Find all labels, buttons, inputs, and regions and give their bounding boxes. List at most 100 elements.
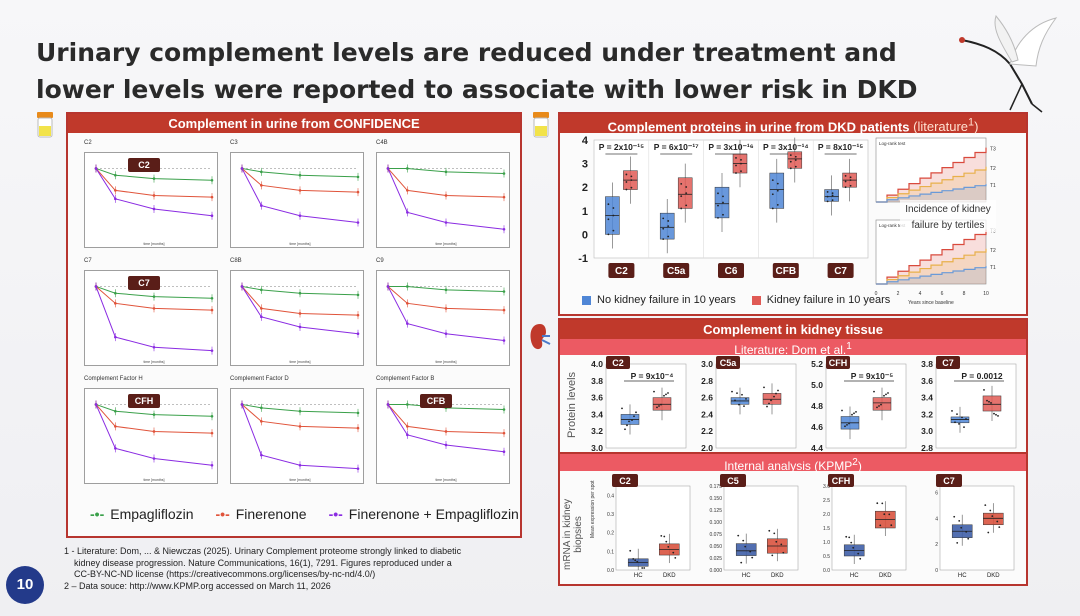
jitter-point: [607, 218, 610, 221]
series-line: [387, 286, 505, 311]
urine-boxplot: 4 3 2 1 0 -1 P = 2x10⁻¹⁵ C2 P = 6x10⁻¹⁷ C5a P = 3x…: [578, 135, 869, 278]
jitter-point: [722, 195, 724, 198]
jitter-point: [851, 413, 853, 416]
jitter-point: [768, 402, 770, 405]
y-tick-label: 3.6: [591, 393, 603, 403]
data-point: [386, 285, 390, 288]
jitter-point: [988, 400, 990, 403]
jitter-point: [634, 559, 637, 562]
jitter-point: [987, 531, 990, 534]
jitter-point: [722, 201, 724, 204]
data-point: [114, 197, 117, 201]
data-point: [298, 425, 302, 428]
data-point: [114, 447, 117, 450]
category-badge-bg: [663, 263, 690, 278]
data-point: [444, 443, 448, 447]
jitter-point: [742, 539, 745, 542]
kpmp-plot-area: [615, 485, 691, 571]
data-point: [114, 425, 117, 428]
tissue-label: C2: [612, 358, 624, 368]
data-point: [260, 170, 263, 174]
y-tick-label: 5.0: [811, 380, 823, 390]
km-x-tick: 4: [919, 291, 922, 297]
series-line: [95, 286, 213, 352]
data-point: [210, 214, 214, 218]
jitter-point: [740, 158, 742, 161]
data-point: [386, 167, 390, 170]
p-value-label: P = 3x10⁻¹⁶: [708, 142, 753, 152]
jitter-point: [749, 550, 752, 553]
y-tick-label: 0.0: [823, 568, 830, 574]
jitter-point: [744, 545, 747, 548]
km-test-label: Log-rank test: [879, 141, 906, 146]
p-value-label: P = 3x10⁻¹⁴: [763, 142, 809, 152]
jitter-point: [953, 515, 956, 518]
right-top-panel: Complement proteins in urine from DKD pa…: [558, 112, 1028, 316]
left-panel: Complement in urine from CONFIDENCE C2 ti…: [66, 112, 522, 538]
group-label: DKD: [879, 573, 892, 579]
jitter-point: [956, 541, 959, 544]
jitter-point: [954, 421, 956, 424]
data-point: [152, 345, 156, 349]
panel-badge: CFB: [420, 394, 452, 408]
jitter-point: [826, 200, 829, 203]
y-tick-label: 0.000: [709, 568, 722, 574]
y-tick-label: 2: [935, 542, 938, 548]
data-point: [210, 195, 214, 199]
jitter-point: [997, 415, 999, 417]
tertile-label: T1: [990, 183, 996, 189]
jitter-point: [789, 167, 792, 170]
category-badge-bg: [772, 263, 799, 278]
data-point: [406, 302, 409, 305]
jitter-point: [740, 561, 743, 564]
tissue-boxplots: 4.0 3.8 3.6 3.4 3.2 3.0 C2 P = 9x10⁻⁴ 3.0 2.8 2.6 2…: [591, 356, 1017, 452]
jitter-point: [740, 170, 742, 173]
mini-chart-title: C7: [84, 258, 92, 264]
jitter-point: [771, 554, 774, 557]
series-line: [95, 404, 213, 434]
jitter-point: [743, 405, 745, 408]
jitter-point: [850, 541, 853, 544]
tissue-panel-c2: 4.0 3.8 3.6 3.4 3.2 3.0 C2 P = 9x10⁻⁴: [591, 356, 687, 452]
kidney-icon: [530, 324, 551, 350]
mini-chart-frame: [230, 270, 364, 366]
jitter-point: [734, 399, 736, 402]
data-point: [356, 467, 360, 470]
series-line: [241, 403, 359, 414]
kpmp-panel-c7: 6 4 2 0 C7 HC DKD: [935, 474, 1015, 579]
jitter-point: [782, 551, 785, 554]
tissue-p-value: P = 9x10⁻⁴: [631, 371, 674, 381]
jitter-point: [852, 546, 855, 549]
jitter-point: [780, 543, 783, 546]
mini-chart-svg: time [months]: [230, 152, 364, 248]
series-line: [95, 168, 213, 198]
series-line: [241, 286, 359, 335]
data-point: [406, 322, 409, 325]
kpmp-label: C7: [943, 476, 955, 486]
box: [652, 397, 672, 411]
tissue-badge-bg: [606, 356, 630, 369]
jitter-point: [660, 534, 663, 537]
data-point: [356, 313, 360, 317]
data-point: [502, 227, 506, 231]
y-tick-label: 3.8: [921, 359, 933, 369]
y-tick-label: 6: [935, 490, 938, 496]
y-tick-label: 0.1: [607, 549, 614, 555]
km-frame: [875, 137, 987, 203]
page-number: 10: [6, 566, 44, 604]
y-tick-label: 4.4: [811, 443, 823, 452]
p-value-label: P = 8x10⁻¹⁵: [818, 142, 863, 152]
y-tick-label: 0: [582, 229, 588, 241]
jitter-point: [663, 535, 666, 538]
data-point: [152, 430, 156, 433]
data-point: [298, 189, 302, 192]
jitter-point: [887, 392, 889, 394]
data-point: [444, 170, 448, 174]
category-label: C2: [615, 266, 628, 277]
panel-badge: C7: [128, 276, 160, 290]
series-line: [95, 167, 213, 181]
jitter-point: [826, 195, 829, 198]
